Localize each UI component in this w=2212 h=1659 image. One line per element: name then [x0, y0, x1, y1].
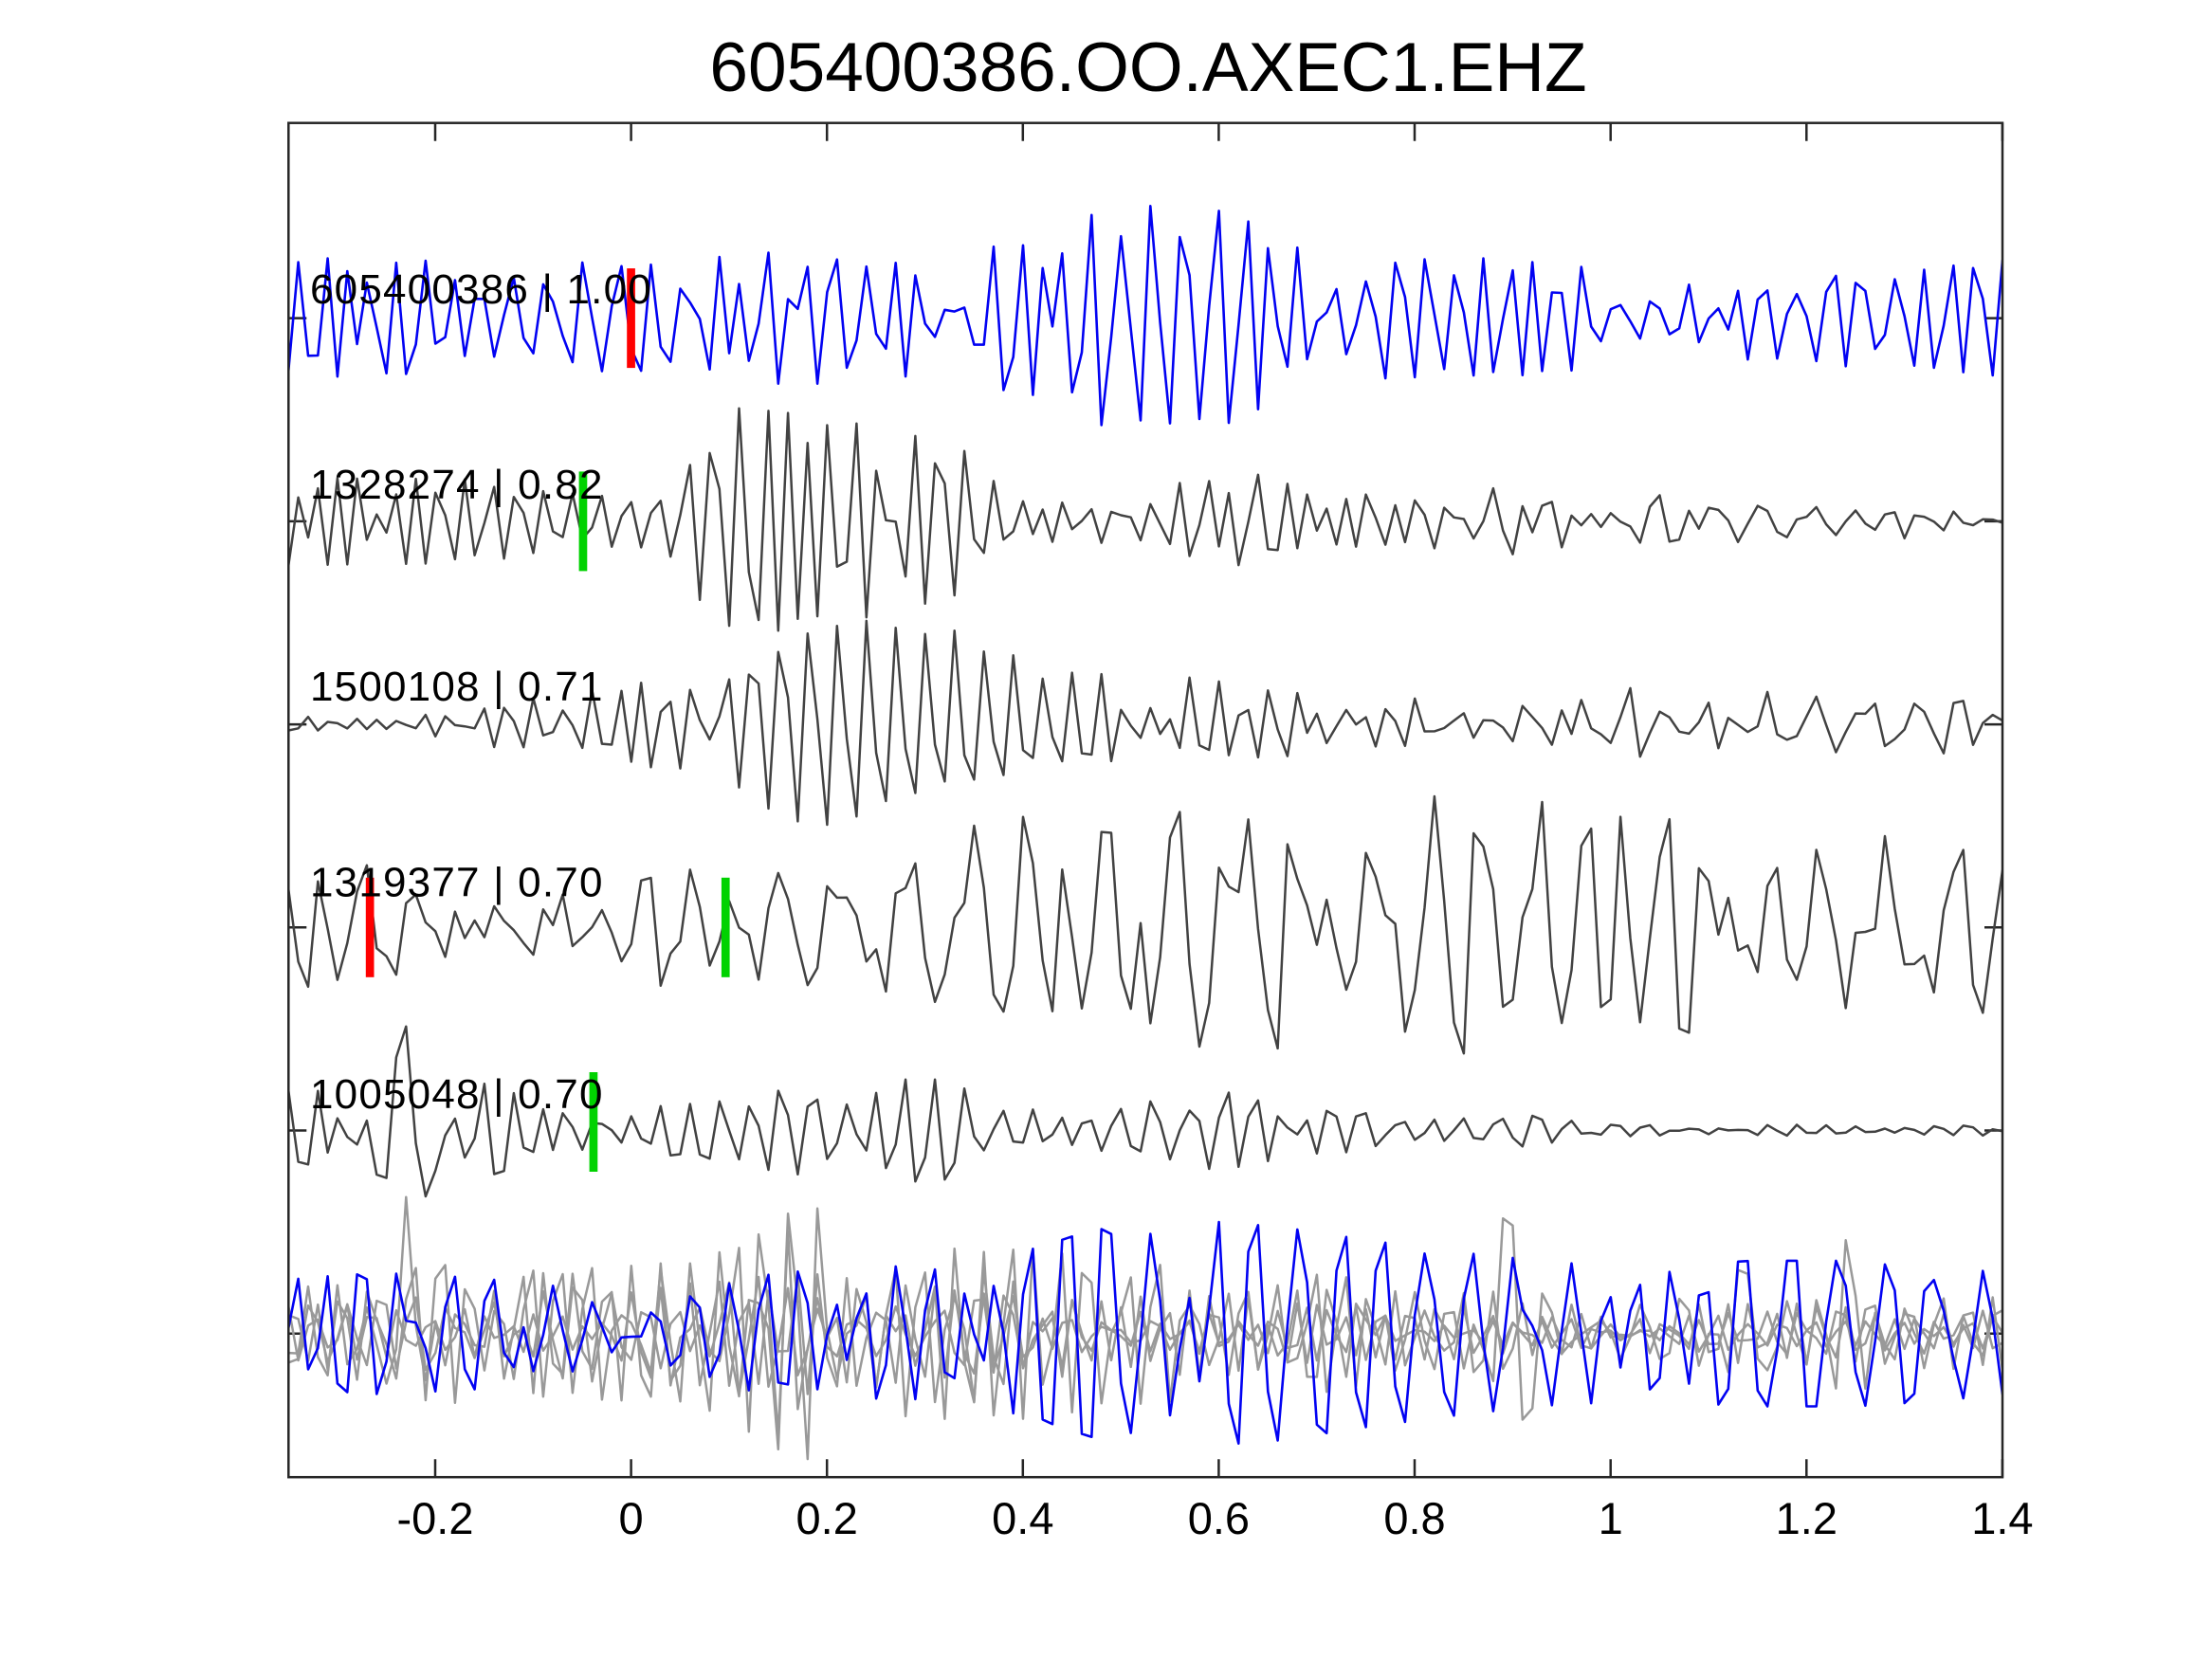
svg-text:0: 0: [619, 1493, 644, 1543]
svg-text:1319377 | 0.70: 1319377 | 0.70: [310, 860, 604, 906]
svg-text:1005048 | 0.70: 1005048 | 0.70: [310, 1071, 604, 1118]
svg-text:1.4: 1.4: [1971, 1493, 2033, 1543]
svg-text:1: 1: [1599, 1493, 1623, 1543]
svg-text:0.8: 0.8: [1383, 1493, 1445, 1543]
svg-text:0.2: 0.2: [796, 1493, 858, 1543]
svg-text:-0.2: -0.2: [397, 1493, 474, 1543]
svg-text:605400386.OO.AXEC1.EHZ: 605400386.OO.AXEC1.EHZ: [709, 29, 1586, 106]
svg-text:1328274 | 0.82: 1328274 | 0.82: [310, 462, 604, 508]
svg-text:0.6: 0.6: [1188, 1493, 1250, 1543]
svg-text:605400386 | 1.00: 605400386 | 1.00: [310, 266, 652, 313]
svg-text:1.2: 1.2: [1776, 1493, 1837, 1543]
svg-text:1500108 | 0.71: 1500108 | 0.71: [310, 664, 604, 710]
svg-text:0.4: 0.4: [992, 1493, 1053, 1543]
